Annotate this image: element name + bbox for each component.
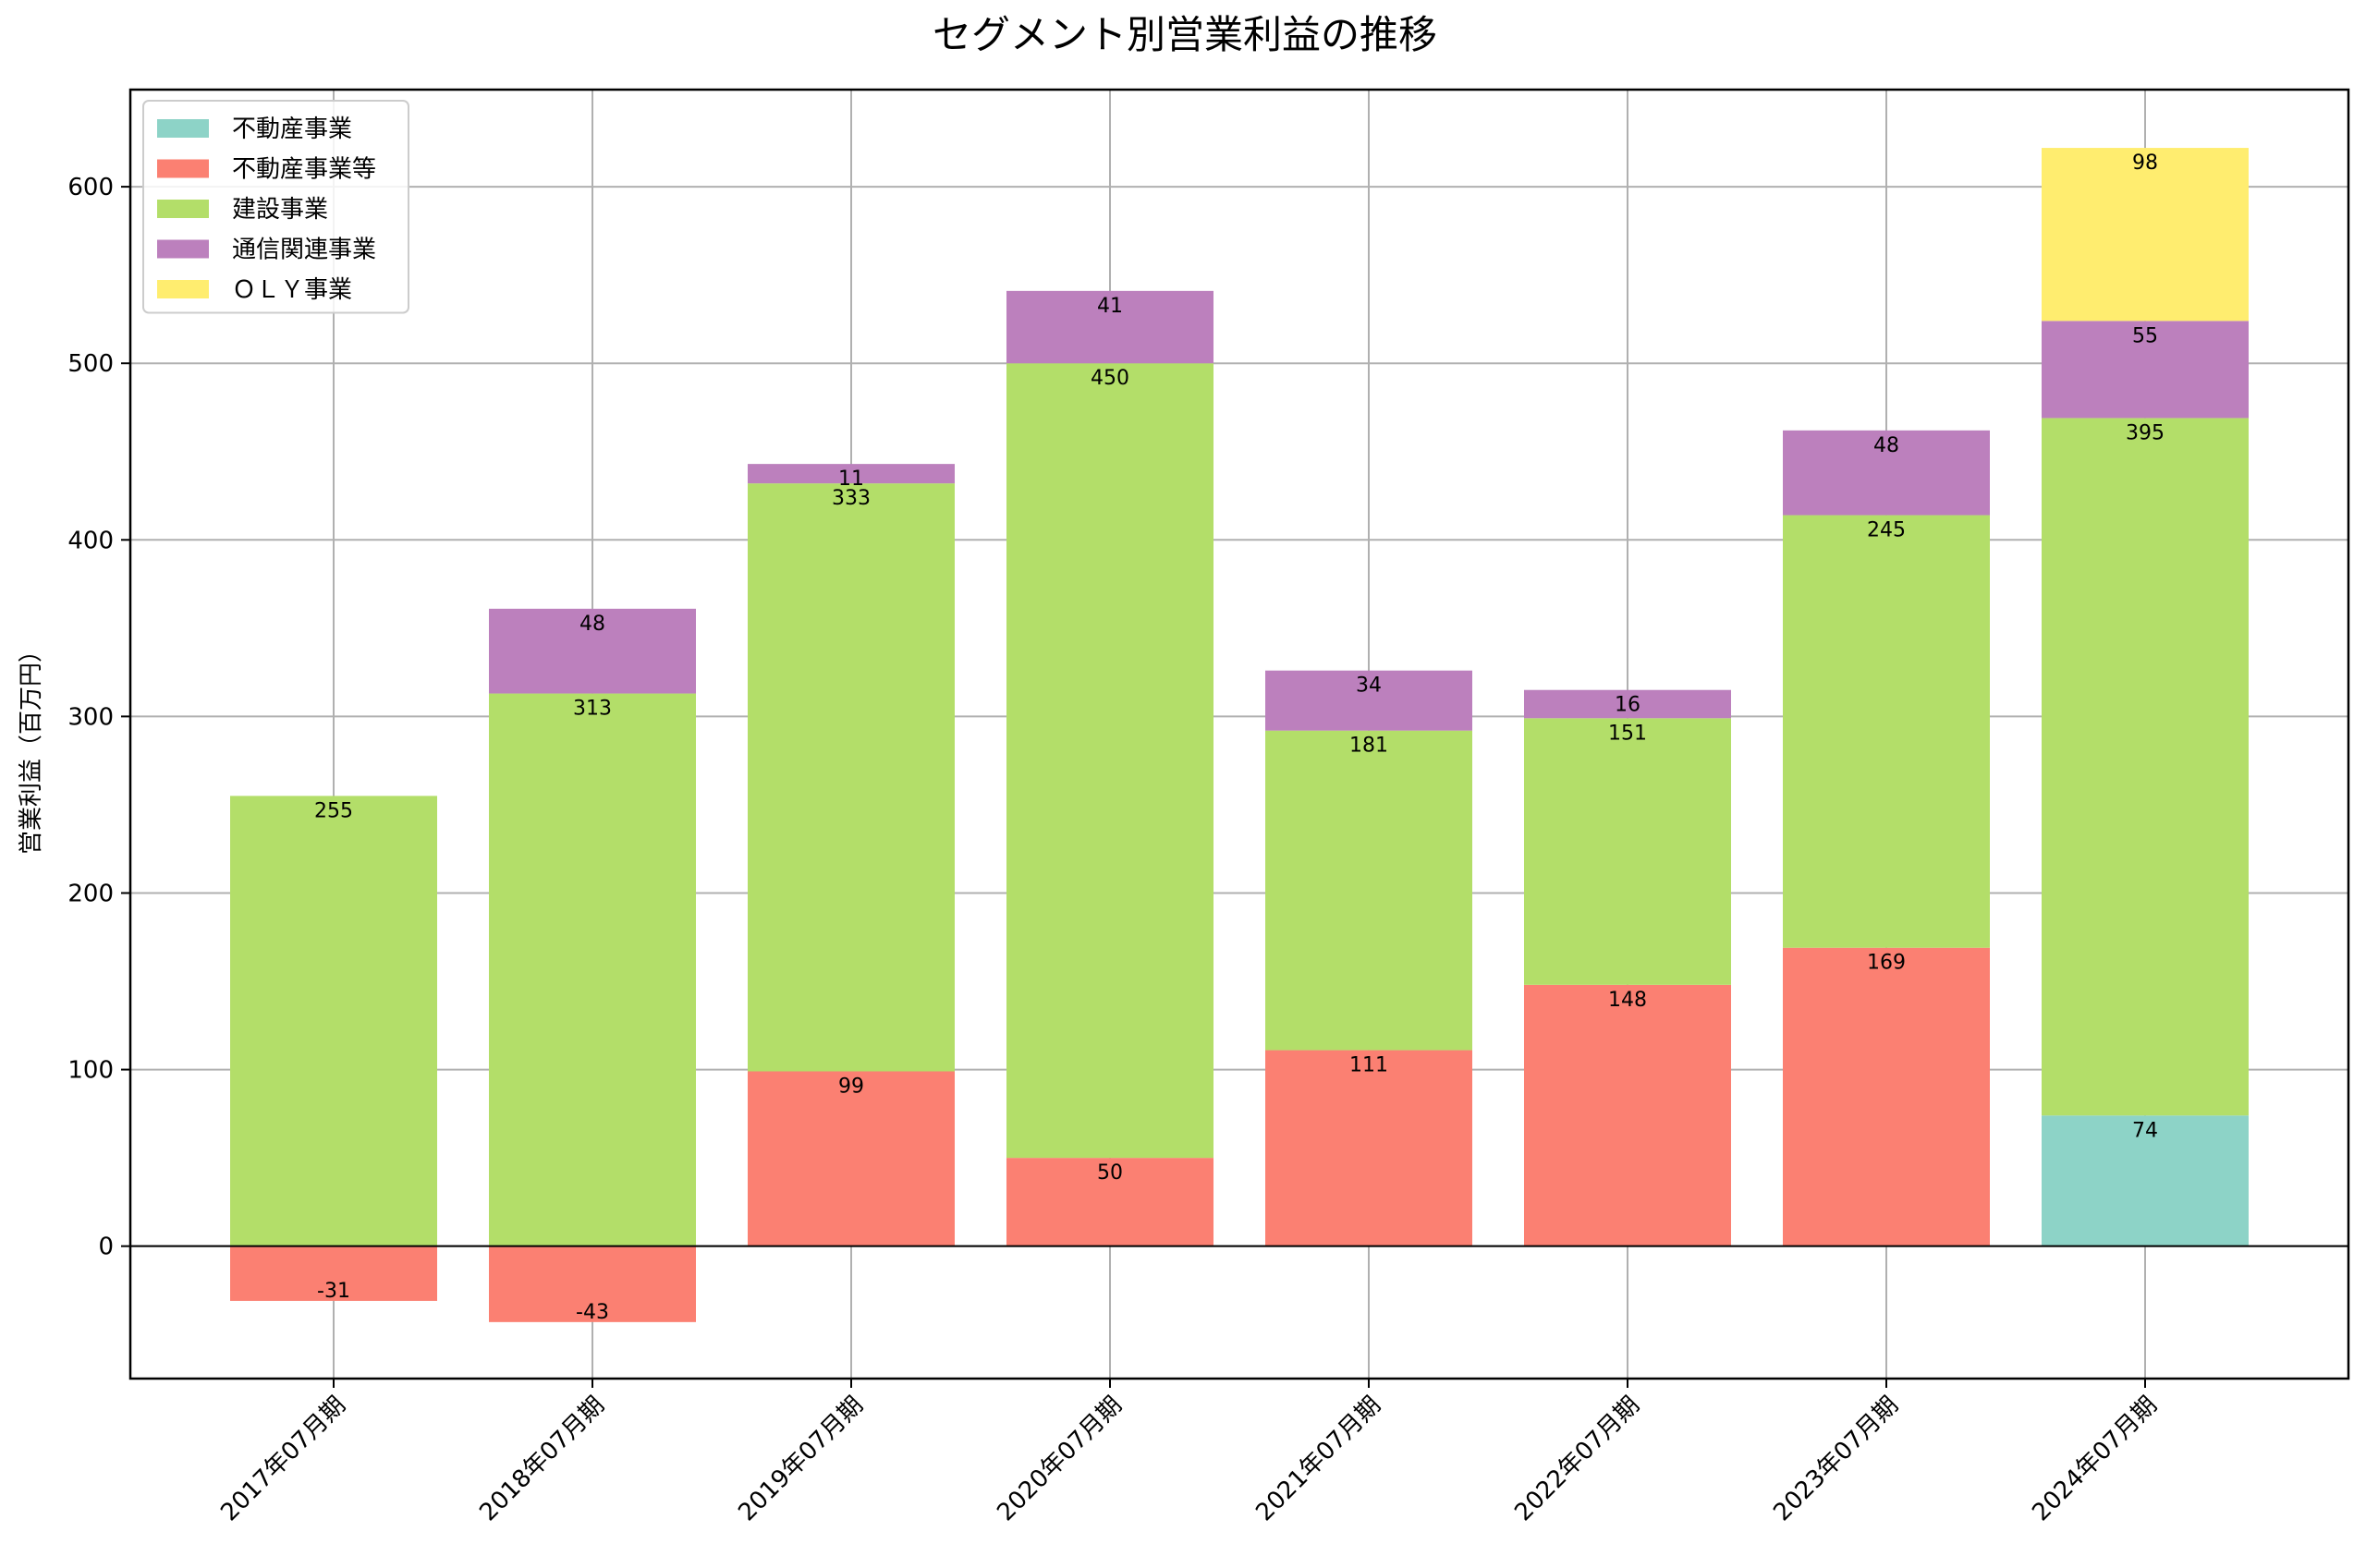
- bar-value-label: 450: [1091, 367, 1129, 390]
- y-tick-label: 0: [98, 1234, 114, 1261]
- bar: [1265, 670, 1472, 731]
- bar-value-label: 99: [838, 1075, 864, 1098]
- y-axis-title: 営業利益（百万円）: [18, 638, 45, 855]
- legend-label: 建設事業: [232, 196, 328, 224]
- bar: [489, 1246, 696, 1322]
- y-tick-label: 400: [67, 527, 114, 554]
- bar: [489, 693, 696, 1246]
- bar-value-label: 41: [1097, 295, 1123, 318]
- bar: [230, 796, 437, 1246]
- bar: [748, 1071, 955, 1246]
- bar-value-label: 48: [1873, 434, 1899, 457]
- bar: [1006, 290, 1213, 364]
- bars-layer: [230, 148, 2249, 1322]
- bar: [748, 464, 955, 484]
- bar: [1006, 363, 1213, 1159]
- bar: [2042, 1115, 2249, 1246]
- legend-swatch: [157, 200, 209, 218]
- bar-value-label: 169: [1867, 952, 1906, 975]
- x-tick-label: 2019年07月期: [733, 1392, 869, 1527]
- bar-value-label: 395: [2126, 421, 2165, 444]
- bar: [489, 608, 696, 694]
- legend-label: ＯＬＹ事業: [232, 276, 352, 304]
- bar: [1783, 947, 1990, 1246]
- x-tick-label: 2017年07月期: [215, 1392, 351, 1527]
- bar: [1524, 984, 1731, 1246]
- bar-value-label: 55: [2132, 324, 2158, 347]
- x-tick-label: 2021年07月期: [1250, 1392, 1386, 1527]
- bar-value-label: 48: [579, 613, 605, 636]
- y-tick-label: 500: [67, 350, 114, 378]
- bar-value-label: 255: [314, 799, 353, 822]
- y-tick-label: 200: [67, 880, 114, 907]
- bar-value-label: 181: [1349, 735, 1388, 758]
- bar-value-label: 148: [1608, 989, 1647, 1012]
- labels-layer: 74 -31 -43 99 50 111 148 169 255 313 333 450 181 151 2…: [314, 152, 2165, 1324]
- y-tick-label: 300: [67, 703, 114, 731]
- bar-value-label: 333: [832, 487, 871, 510]
- bar-value-label: 245: [1867, 519, 1906, 542]
- bar: [1265, 1050, 1472, 1246]
- chart-title: セグメント別営業利益の推移: [933, 12, 1437, 57]
- grid-layer: [130, 90, 2348, 1379]
- bar-value-label: 11: [838, 468, 864, 491]
- x-tick-label: 2023年07月期: [1768, 1392, 1904, 1527]
- x-tick-label: 2018年07月期: [474, 1392, 610, 1527]
- bar: [748, 483, 955, 1072]
- legend-swatch: [157, 239, 209, 259]
- x-tick-label: 2022年07月期: [1509, 1392, 1645, 1527]
- bar: [1006, 1158, 1213, 1246]
- bar-value-label: 34: [1356, 675, 1382, 698]
- bar-value-label: 16: [1615, 694, 1640, 717]
- legend-label: 不動産事業等: [232, 156, 376, 184]
- bar: [1783, 515, 1990, 948]
- legend-swatch: [157, 280, 209, 298]
- legend-swatch: [157, 119, 209, 138]
- legend-label: 通信関連事業: [232, 237, 376, 264]
- legend-box: [142, 100, 409, 314]
- bar: [2042, 321, 2249, 419]
- y-tick-label: 100: [67, 1057, 114, 1085]
- bar: [1524, 689, 1731, 719]
- y-tick-label: 600: [67, 174, 114, 201]
- bar-value-label: -43: [576, 1301, 609, 1324]
- plot-frame: [128, 88, 2350, 1380]
- bar-value-label: -31: [317, 1280, 350, 1303]
- bar-value-label: 98: [2132, 152, 2158, 175]
- legend-swatch: [157, 159, 209, 178]
- bar-value-label: 50: [1097, 1161, 1123, 1185]
- bar: [1524, 718, 1731, 985]
- bar-value-label: 151: [1608, 722, 1647, 745]
- bar-value-label: 313: [573, 698, 612, 721]
- bar-value-label: 111: [1349, 1054, 1388, 1077]
- bar-value-label: 74: [2132, 1119, 2158, 1142]
- bar: [230, 1246, 437, 1301]
- bar: [2042, 148, 2249, 322]
- bar: [1783, 430, 1990, 516]
- bar: [2042, 418, 2249, 1116]
- x-tick-label: 2024年07月期: [2027, 1392, 2163, 1527]
- legend-label: 不動産事業: [232, 115, 352, 143]
- x-tick-label: 2020年07月期: [992, 1392, 1128, 1527]
- bar: [1265, 730, 1472, 1051]
